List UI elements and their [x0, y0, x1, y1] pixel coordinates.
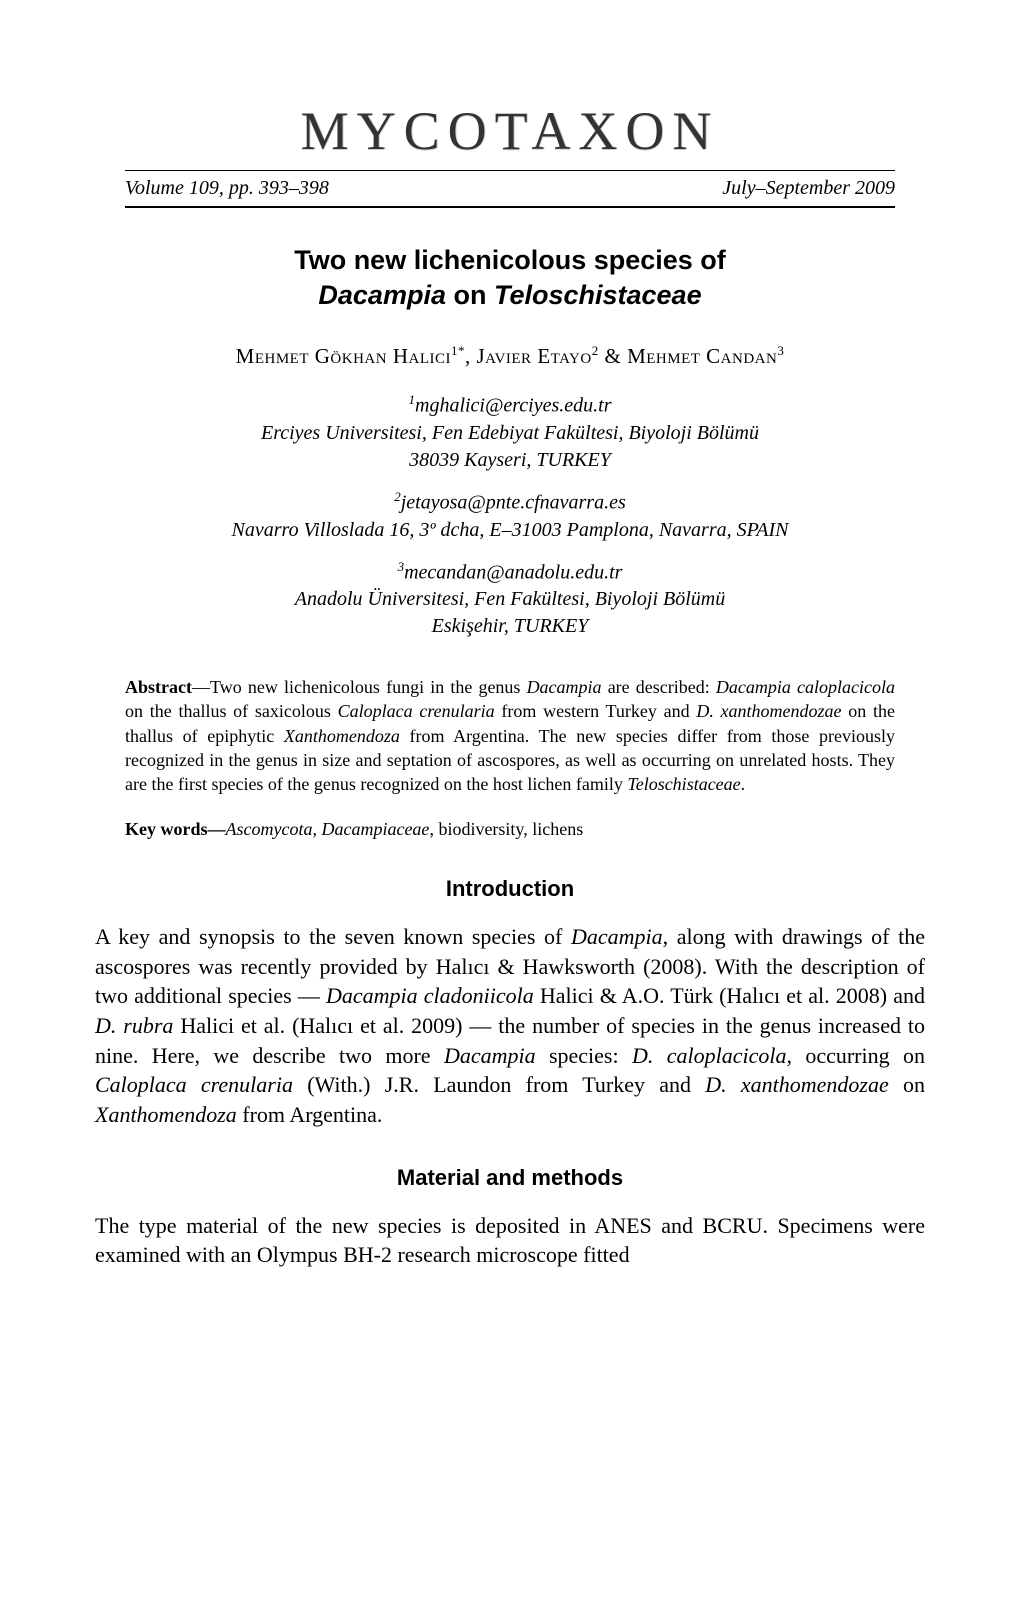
abstract-i3: Caloplaca crenularia — [338, 701, 495, 721]
abstract-t7: . — [741, 774, 746, 794]
intro-i1: Dacampia — [571, 924, 663, 949]
kw-i1: Ascomycota — [226, 819, 313, 839]
abstract-t2: are described: — [602, 677, 716, 697]
issue-date: July–September 2009 — [722, 177, 895, 200]
authors-line: Mehmet Gökhan Halici1*, Javier Etayo2 & … — [95, 343, 925, 369]
affiliation-3: 3mecandan@anadolu.edu.tr Anadolu Ünivers… — [95, 558, 925, 641]
aff1-institution: Erciyes Universitesi, Fen Edebiyat Fakül… — [261, 422, 759, 444]
intro-i6: Caloplaca crenularia — [95, 1072, 293, 1097]
aff1-email: mghalici@erciyes.edu.tr — [415, 395, 612, 417]
header-rule-bottom — [125, 206, 895, 208]
intro-t1: A key and synopsis to the seven known sp… — [95, 924, 571, 949]
journal-title: MYCOTAXON — [95, 100, 925, 162]
kw-rest: , biodiversity, lichens — [429, 819, 583, 839]
keywords-block: Key words—Ascomycota, Dacampiaceae, biod… — [125, 817, 895, 841]
aff1-address: 38039 Kayseri, TURKEY — [409, 449, 611, 471]
intro-t3: Halici & A.O. Türk (Halıcı et al. 2008) … — [534, 983, 925, 1008]
abstract-t4: from western Turkey and — [495, 701, 697, 721]
intro-i2: Dacampia cladoniicola — [326, 983, 534, 1008]
volume-row: Volume 109, pp. 393–398 July–September 2… — [95, 171, 925, 206]
section-introduction-heading: Introduction — [95, 876, 925, 902]
abstract-i6: Teloschistaceae — [627, 774, 740, 794]
aff2-address: Navarro Villoslada 16, 3º dcha, E–31003 … — [232, 519, 789, 541]
aff3-address: Eskişehir, TURKEY — [432, 615, 589, 637]
aff2-email: jetayosa@pnte.cfnavarra.es — [401, 492, 626, 514]
abstract-label: Abstract — [125, 677, 192, 697]
intro-t7: (With.) J.R. Laundon from Turkey and — [293, 1072, 705, 1097]
intro-i4: Dacampia — [444, 1043, 536, 1068]
methods-paragraph: The type material of the new species is … — [95, 1211, 925, 1270]
aff3-institution: Anadolu Üniversitesi, Fen Fakültesi, Biy… — [295, 588, 725, 610]
abstract-t1: —Two new lichenicolous fungi in the genu… — [192, 677, 527, 697]
section-methods-heading: Material and methods — [95, 1165, 925, 1191]
title-genus: Dacampia — [318, 280, 446, 310]
intro-i7: D. xanthomendozae — [705, 1072, 889, 1097]
intro-i5: D. caloplacicola — [632, 1043, 787, 1068]
intro-t8: on — [889, 1072, 925, 1097]
intro-t9: from Argentina. — [237, 1102, 383, 1127]
abstract-i5: Xanthomendoza — [284, 726, 400, 746]
title-family: Teloschistaceae — [494, 280, 702, 310]
abstract-t3: on the thallus of saxicolous — [125, 701, 338, 721]
article-title: Two new lichenicolous species of Dacampi… — [95, 243, 925, 313]
volume-info: Volume 109, pp. 393–398 — [125, 177, 329, 200]
intro-t6: , occurring on — [786, 1043, 925, 1068]
title-mid: on — [446, 280, 494, 310]
abstract-i4: D. xanthomendozae — [696, 701, 841, 721]
affiliation-1: 1mghalici@erciyes.edu.tr Erciyes Univers… — [95, 391, 925, 474]
introduction-paragraph: A key and synopsis to the seven known sp… — [95, 922, 925, 1130]
abstract-block: Abstract—Two new lichenicolous fungi in … — [125, 675, 895, 796]
affiliation-2: 2jetayosa@pnte.cfnavarra.es Navarro Vill… — [95, 488, 925, 544]
abstract-i2: Dacampia caloplacicola — [716, 677, 895, 697]
abstract-i1: Dacampia — [527, 677, 602, 697]
intro-t5: species: — [536, 1043, 632, 1068]
keywords-label: Key words— — [125, 819, 226, 839]
title-line1: Two new lichenicolous species of — [294, 245, 726, 275]
kw-i2: Dacampiaceae — [321, 819, 429, 839]
intro-i3: D. rubra — [95, 1013, 173, 1038]
intro-i8: Xanthomendoza — [95, 1102, 237, 1127]
aff3-email: mecandan@anadolu.edu.tr — [404, 561, 622, 583]
